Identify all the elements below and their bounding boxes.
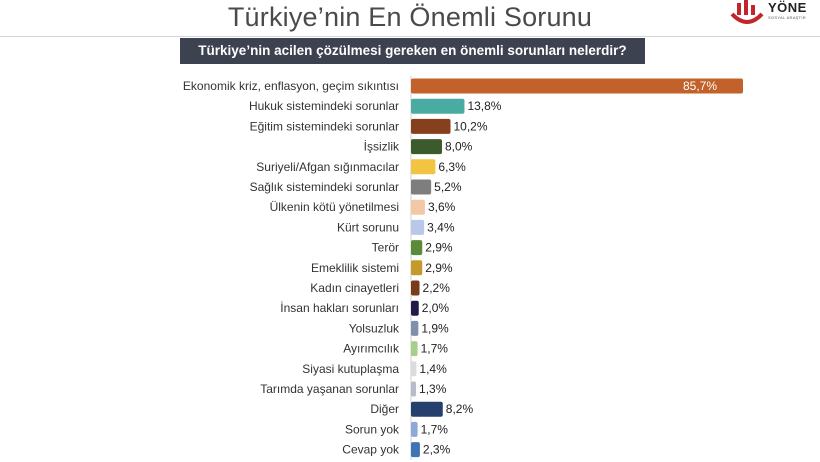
bar [411,442,420,458]
value-label: 2,2% [423,281,451,295]
bar [411,159,436,175]
bar [411,280,420,296]
value-label: 1,9% [421,321,449,335]
bar [411,401,443,417]
bar [411,381,417,397]
value-label: 8,0% [445,140,473,154]
bar [411,240,423,256]
category-label: Sorun yok [345,422,400,436]
value-label: 3,4% [427,220,455,234]
bar [411,320,419,336]
value-label: 10,2% [454,119,488,133]
value-label: 85,7% [683,79,717,93]
title-divider [0,36,820,37]
bar [411,199,425,215]
value-label: 2,9% [425,261,453,275]
category-label: Ekonomik kriz, enflasyon, geçim sıkıntıs… [183,79,399,93]
bar [411,300,419,316]
value-label: 8,2% [446,402,474,416]
chart-title: Türkiye’nin acilen çözülmesi gereken en … [180,38,645,64]
bar [411,78,743,94]
value-label: 13,8% [467,99,501,113]
page-title: Türkiye’nin En Önemli Sorunu [227,2,593,32]
bar [411,421,418,437]
value-label: 2,0% [422,301,450,315]
category-label: Siyasi kutuplaşma [302,362,399,376]
category-label: İşsizlik [364,140,400,154]
category-label: Ülkenin kötü yönetilmesi [270,200,399,214]
bar [411,179,432,195]
bar [411,139,442,155]
bar [411,219,425,235]
category-label: Kadın cinayetleri [310,281,399,295]
category-label: İnsan hakları sorunları [280,301,399,315]
category-label: Terör [372,241,399,255]
bar [411,260,423,276]
bar [411,118,451,134]
bar [411,361,417,377]
value-label: 2,9% [425,241,453,255]
category-label: Tarımda yaşanan sorunlar [260,382,399,396]
category-label: Suriyeli/Afgan sığınmacılar [256,160,399,174]
category-label: Hukuk sistemindeki sorunlar [249,99,399,113]
value-label: 6,3% [438,160,466,174]
bar [411,341,418,357]
value-label: 3,6% [428,200,456,214]
value-label: 1,7% [421,342,449,356]
bar [411,98,465,114]
value-label: 1,4% [419,362,447,376]
category-label: Cevap yok [342,443,400,457]
category-label: Sağlık sistemindeki sorunlar [250,180,399,194]
logo-mark-icon [730,0,764,24]
category-label: Diğer [370,402,399,416]
category-label: Ayırımcılık [343,342,400,356]
logo-subtext: SOSYAL ARAŞTIR [768,15,806,20]
category-label: Yolsuzluk [349,321,400,335]
category-label: Kürt sorunu [337,220,399,234]
value-label: 2,3% [423,443,451,457]
value-label: 1,3% [419,382,447,396]
value-label: 5,2% [434,180,462,194]
category-label: Eğitim sistemindeki sorunlar [250,119,399,133]
value-label: 1,7% [421,422,449,436]
logo-wordmark: YÖNE [768,0,807,15]
brand-logo: YÖNE SOSYAL ARAŞTIR [728,0,820,26]
category-label: Emeklilik sistemi [311,261,399,275]
